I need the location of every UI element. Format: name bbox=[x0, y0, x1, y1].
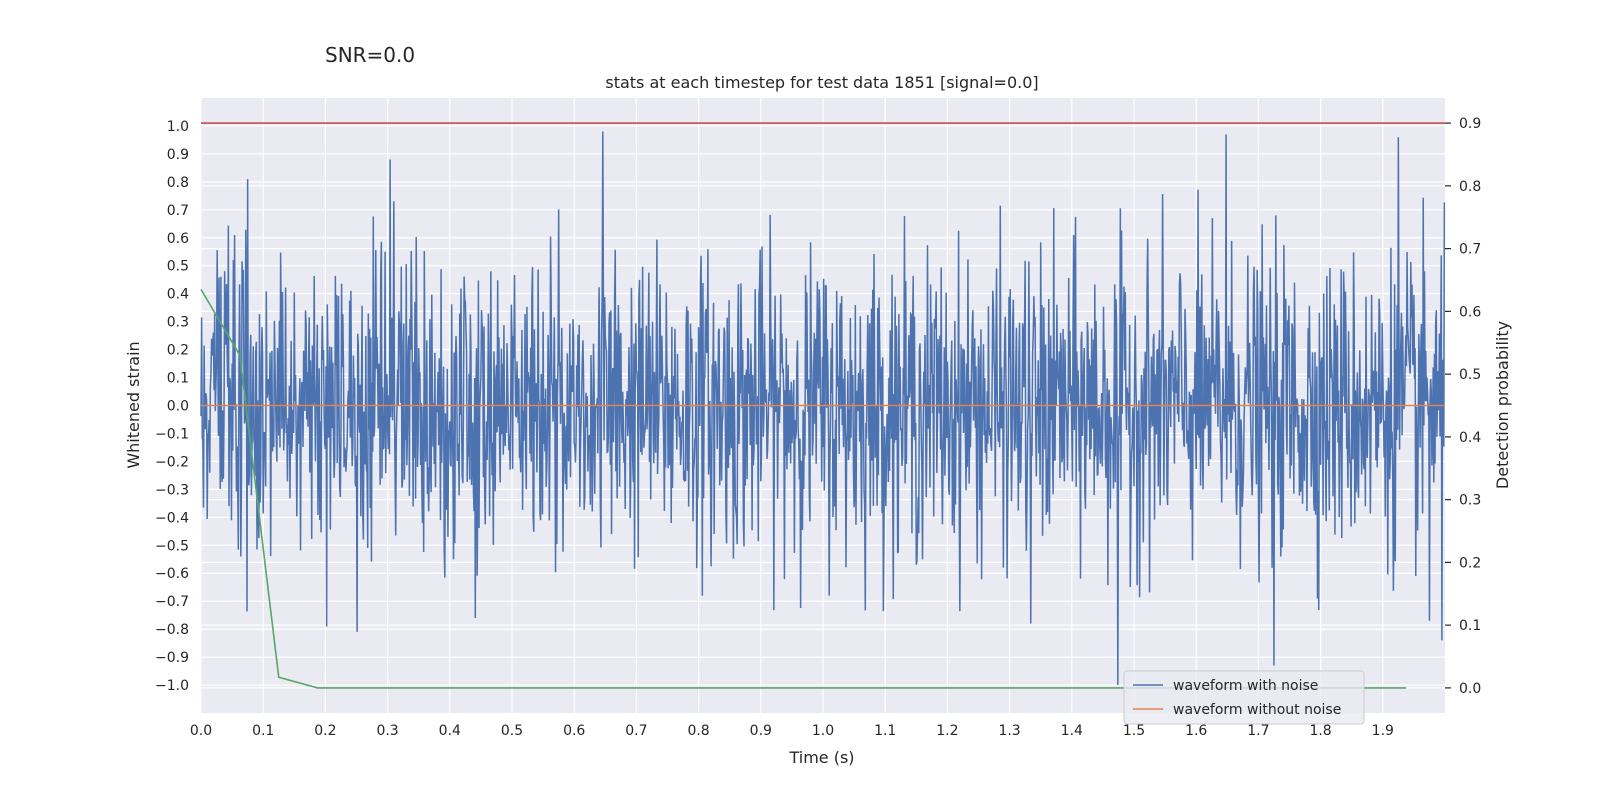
x-tick-label: 1.0 bbox=[812, 723, 834, 739]
x-tick-label: 0.3 bbox=[376, 723, 398, 739]
y-tick-label: 0.6 bbox=[167, 231, 189, 247]
y-tick-label: −0.4 bbox=[155, 510, 189, 526]
x-tick-label: 0.2 bbox=[314, 723, 336, 739]
y-tick-label: 0.7 bbox=[167, 203, 189, 219]
x-tick-label: 1.4 bbox=[1061, 723, 1083, 739]
x-tick-label: 1.6 bbox=[1185, 723, 1207, 739]
x-axis-label: Time (s) bbox=[788, 748, 854, 767]
y-tick-label: 0.5 bbox=[167, 259, 189, 275]
y-tick-label: 0.8 bbox=[167, 175, 189, 191]
x-tick-label: 0.1 bbox=[252, 723, 274, 739]
y-tick-label: −0.9 bbox=[155, 650, 189, 666]
y2-tick-label: 0.3 bbox=[1459, 493, 1481, 509]
y-tick-label: −0.2 bbox=[155, 454, 189, 470]
legend-label-waveform-without-noise: waveform without noise bbox=[1173, 702, 1341, 718]
x-tick-label: 0.4 bbox=[439, 723, 461, 739]
x-tick-label: 0.9 bbox=[750, 723, 772, 739]
y2-tick-label: 0.2 bbox=[1459, 555, 1481, 571]
chart-title: stats at each timestep for test data 185… bbox=[605, 73, 1038, 92]
y-tick-label: 0.2 bbox=[167, 343, 189, 359]
y-tick-label: 0.4 bbox=[167, 287, 189, 303]
series-waveform-with-noise bbox=[200, 131, 1446, 686]
x-tick-label: 1.1 bbox=[874, 723, 896, 739]
x-tick-label: 1.2 bbox=[936, 723, 958, 739]
y-tick-label: −0.7 bbox=[155, 594, 189, 610]
x-axis-ticks: 0.0 0.1 0.2 0.3 0.4 0.5 0.6 0.7 0.8 0.9 1.0 1.1 1.2 1… bbox=[190, 723, 1394, 739]
y2-axis-label: Detection probability bbox=[1493, 321, 1512, 489]
y2-tick-label: 0.5 bbox=[1459, 367, 1481, 383]
y-tick-label: 0.3 bbox=[167, 315, 189, 331]
x-tick-label: 1.8 bbox=[1309, 723, 1331, 739]
y-tick-label: −0.8 bbox=[155, 622, 189, 638]
y-tick-label: 1.0 bbox=[167, 119, 189, 135]
x-tick-label: 1.5 bbox=[1123, 723, 1145, 739]
y2-tick-label: 0.7 bbox=[1459, 242, 1481, 258]
x-tick-label: 0.0 bbox=[190, 723, 212, 739]
x-tick-label: 1.7 bbox=[1247, 723, 1269, 739]
y-tick-label: −0.5 bbox=[155, 538, 189, 554]
y-tick-label: 0.1 bbox=[167, 371, 189, 387]
y2-tick-label: 0.4 bbox=[1459, 430, 1481, 446]
y2-tick-label: 0.8 bbox=[1459, 179, 1481, 195]
x-tick-label: 0.6 bbox=[563, 723, 585, 739]
chart-suptitle: SNR=0.0 bbox=[325, 43, 415, 67]
legend-label-waveform-with-noise: waveform with noise bbox=[1173, 678, 1318, 694]
y2-tick-label: 0.0 bbox=[1459, 681, 1481, 697]
y2-axis-ticks: 0.0 0.1 0.2 0.3 0.4 0.5 0.6 0.7 0.8 0.9 bbox=[1445, 116, 1481, 697]
y2-tick-label: 0.9 bbox=[1459, 116, 1481, 132]
y-tick-label: −0.3 bbox=[155, 482, 189, 498]
legend-box bbox=[1123, 670, 1365, 725]
y-axis-ticks: −1.0 −0.9 −0.8 −0.7 −0.6 −0.5 −0.4 −0.3 −0.2 −0.1… bbox=[155, 119, 189, 694]
x-tick-label: 0.5 bbox=[501, 723, 523, 739]
x-tick-label: 0.7 bbox=[625, 723, 647, 739]
y-tick-label: 0.9 bbox=[167, 147, 189, 163]
y2-tick-label: 0.6 bbox=[1459, 304, 1481, 320]
legend: waveform with noise waveform without noi… bbox=[1123, 670, 1365, 725]
y-tick-label: 0.0 bbox=[167, 399, 189, 415]
y2-tick-label: 0.1 bbox=[1459, 618, 1481, 634]
x-tick-label: 0.8 bbox=[687, 723, 709, 739]
x-tick-label: 1.9 bbox=[1372, 723, 1394, 739]
y-axis-label: Whitened strain bbox=[124, 341, 143, 468]
series-detection-probability bbox=[200, 288, 1407, 689]
x-tick-label: 1.3 bbox=[998, 723, 1020, 739]
y-tick-label: −0.6 bbox=[155, 566, 189, 582]
y-tick-label: −1.0 bbox=[155, 678, 189, 694]
y-tick-label: −0.1 bbox=[155, 426, 189, 442]
